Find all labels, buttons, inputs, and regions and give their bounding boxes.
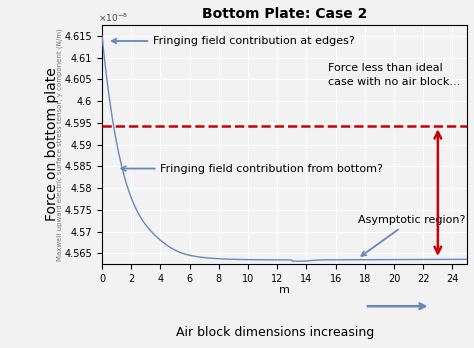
Text: Asymptotic region?: Asymptotic region? [357, 215, 465, 256]
Text: Fringing field contribution from bottom?: Fringing field contribution from bottom? [121, 164, 383, 174]
Y-axis label: Force on bottom plate: Force on bottom plate [45, 68, 59, 221]
X-axis label: m: m [279, 285, 290, 295]
Text: Maxwell upward electric surface stress tensor, y component (N/m): Maxwell upward electric surface stress t… [57, 28, 64, 261]
Text: Force less than ideal
case with no air block...: Force less than ideal case with no air b… [328, 63, 461, 87]
Text: $\times10^{-8}$: $\times10^{-8}$ [99, 11, 128, 24]
Text: Fringing field contribution at edges?: Fringing field contribution at edges? [112, 36, 355, 46]
Text: Air block dimensions increasing: Air block dimensions increasing [176, 326, 374, 339]
Title: Bottom Plate: Case 2: Bottom Plate: Case 2 [202, 7, 367, 21]
